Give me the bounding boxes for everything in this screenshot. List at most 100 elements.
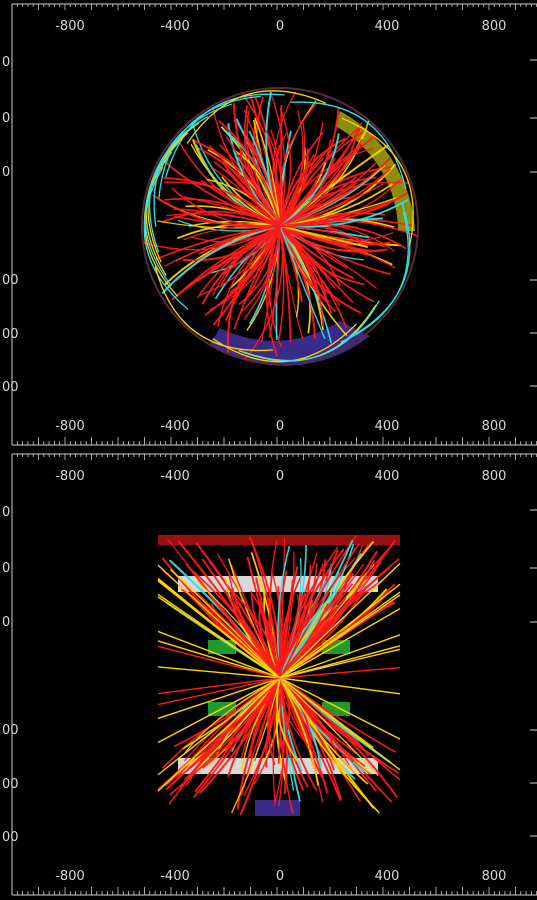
particle-track — [279, 225, 326, 340]
particle-track — [165, 677, 281, 791]
x-tick-label-top: 0 — [276, 469, 284, 484]
detector-boundary — [141, 87, 419, 365]
particle-track — [157, 564, 281, 679]
particle-track — [279, 158, 334, 227]
y-tick-label-partial: 00 — [2, 273, 19, 288]
x-tick-label-top: -800 — [55, 19, 85, 34]
particle-track — [279, 133, 340, 227]
particle-track — [279, 104, 283, 227]
particle-track — [279, 677, 379, 777]
particle-track — [279, 225, 304, 339]
particle-track — [179, 142, 281, 227]
x-tick-label-bottom: 0 — [276, 419, 284, 434]
x-tick-label-top: -800 — [55, 469, 85, 484]
particle-track — [206, 178, 281, 227]
particle-track — [220, 225, 281, 276]
particle-track — [231, 677, 281, 814]
particle-track — [279, 157, 391, 227]
particle-track — [279, 162, 377, 227]
y-tick-label-partial: 0 — [2, 561, 10, 576]
y-tick-label-partial: 00 — [2, 777, 19, 792]
particle-track — [276, 677, 298, 762]
particle-track — [244, 300, 380, 362]
particle-track — [279, 225, 365, 286]
particle-track — [279, 677, 344, 773]
muon-segment — [335, 111, 415, 231]
particle-track — [161, 225, 281, 295]
particle-track — [278, 677, 288, 794]
particle-track — [279, 225, 385, 248]
particle-track — [143, 166, 189, 310]
tracks-transverse — [143, 90, 418, 363]
y-tick-label-partial: 0 — [2, 505, 10, 520]
particle-track — [254, 96, 281, 227]
x-tick-label-bottom: 800 — [482, 869, 507, 884]
particle-track — [279, 225, 348, 329]
particle-track — [157, 677, 281, 776]
particle-track — [279, 583, 401, 679]
x-tick-label-bottom: 800 — [482, 419, 507, 434]
particle-track — [183, 677, 281, 755]
particle-track — [279, 563, 318, 679]
particle-track — [279, 579, 294, 679]
particle-track — [279, 552, 295, 679]
particle-track — [279, 155, 309, 227]
particle-track — [208, 560, 281, 679]
y-tick-label-partial: 0 — [2, 615, 10, 630]
x-tick-label-bottom: -800 — [55, 419, 85, 434]
particle-track — [279, 677, 309, 746]
y-tick-label-partial: 0 — [2, 55, 10, 70]
endcap-top — [158, 535, 400, 545]
particle-track — [279, 677, 401, 740]
particle-track — [279, 608, 401, 679]
particle-track — [157, 666, 281, 679]
particle-track — [251, 593, 281, 679]
x-tick-label-top: -400 — [160, 469, 190, 484]
particle-track — [157, 596, 281, 679]
particle-track — [157, 645, 281, 679]
particle-track — [157, 677, 281, 720]
particle-track — [290, 101, 407, 190]
x-tick-label-bottom: -400 — [160, 419, 190, 434]
particle-track — [279, 590, 337, 679]
particle-track — [212, 323, 357, 363]
particle-track — [196, 591, 281, 679]
particle-track — [186, 90, 326, 144]
x-tick-label-bottom: 0 — [276, 869, 284, 884]
y-tick-label-partial: 00 — [2, 830, 19, 845]
event-display-longitudinal: -800 -800 -400 -400 0 0 400 400 800 800 0 0 0 00 00 00 — [0, 450, 537, 900]
particle-track — [279, 147, 374, 227]
particle-track — [165, 93, 285, 178]
y-tick-label-partial: 0 — [2, 111, 10, 126]
x-tick-label-top: 400 — [375, 19, 400, 34]
green-block — [322, 702, 350, 716]
tracks-longitudinal — [157, 534, 401, 816]
particle-track — [225, 136, 281, 227]
particle-track — [279, 634, 401, 679]
x-tick-label-bottom: -800 — [55, 869, 85, 884]
particle-track — [177, 223, 281, 240]
particle-track — [340, 211, 409, 343]
x-tick-label-bottom: 400 — [375, 869, 400, 884]
particle-track — [173, 208, 281, 227]
particle-track — [279, 137, 346, 227]
particle-track — [279, 596, 347, 679]
particle-track — [164, 198, 281, 227]
particle-track — [194, 677, 281, 793]
y-tick-label-partial: 00 — [2, 723, 19, 738]
particle-track — [157, 579, 281, 679]
y-tick-label-partial: 0 — [2, 165, 10, 180]
particle-track — [279, 677, 320, 786]
particle-track — [218, 120, 281, 227]
particle-track — [144, 141, 180, 287]
particle-track — [201, 225, 281, 305]
particle-track — [157, 640, 281, 679]
particle-track — [201, 558, 281, 679]
particle-track — [279, 192, 409, 227]
particle-track — [279, 562, 401, 679]
event-display-transverse: -800 -800 -400 -400 0 0 400 400 800 800 0 0 0 00 00 00 — [2, 3, 537, 446]
calorimeter-block — [255, 800, 300, 816]
particle-track — [148, 116, 209, 253]
particle-track — [225, 168, 281, 227]
